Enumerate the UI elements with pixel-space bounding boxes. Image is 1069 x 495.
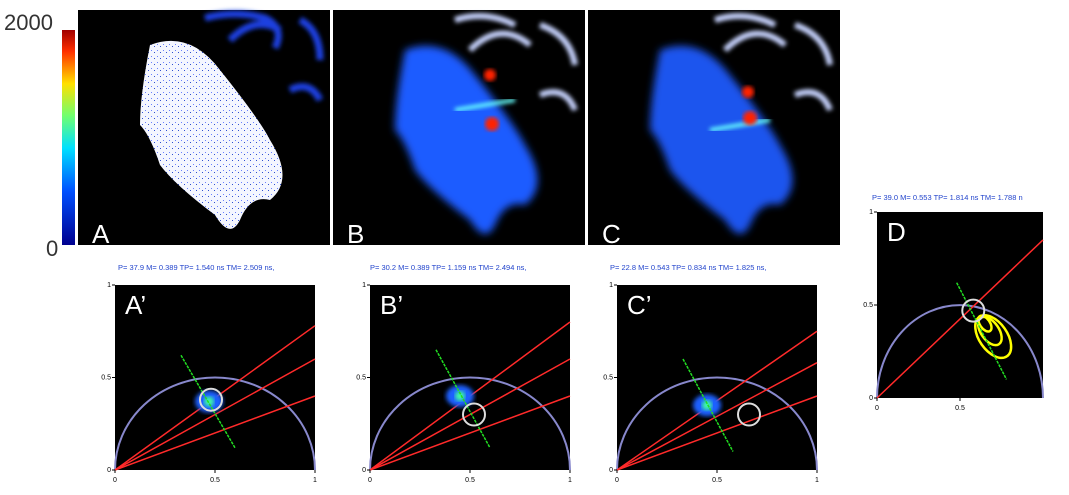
colorbar-max: 2000	[4, 10, 53, 35]
figure: 2000 0 A B C P= 37.9 M= 0.389 TP= 1.540 ns …	[0, 0, 1069, 495]
y-tick-label: 0	[869, 395, 873, 402]
image-b	[333, 10, 585, 245]
x-tick-label: 0.5	[712, 477, 722, 484]
y-tick-label: 0.5	[863, 302, 873, 309]
y-tick-label: 1	[609, 282, 613, 289]
y-tick-label: 0	[107, 467, 111, 474]
y-tick-label: 0	[362, 467, 366, 474]
y-tick-label: 1	[107, 282, 111, 289]
x-tick-label: 0	[368, 477, 372, 484]
x-tick-label: 0	[113, 477, 117, 484]
x-tick-label: 0.5	[210, 477, 220, 484]
x-tick-label: 0	[615, 477, 619, 484]
x-tick-label: 1	[568, 477, 572, 484]
phasor-header: P= 39.0 M= 0.553 TP= 1.814 ns TM= 1.788 …	[872, 193, 1023, 202]
panel-label: D	[887, 217, 906, 247]
phasor-header: P= 22.8 M= 0.543 TP= 0.834 ns TM= 1.825 …	[610, 263, 767, 272]
panel-label: C	[602, 219, 621, 249]
panel-label: A’	[125, 290, 146, 320]
colorbar	[62, 30, 75, 245]
panel-label: B	[347, 219, 364, 249]
y-tick-label: 0.5	[101, 374, 111, 381]
colorbar-min: 0	[46, 236, 58, 261]
y-tick-label: 0.5	[603, 374, 613, 381]
x-tick-label: 1	[313, 477, 317, 484]
panel-label: B’	[380, 290, 403, 320]
y-tick-label: 1	[362, 282, 366, 289]
panel-label: A	[92, 219, 110, 249]
phasor-header: P= 30.2 M= 0.389 TP= 1.159 ns TM= 2.494 …	[370, 263, 527, 272]
image-c	[588, 10, 840, 245]
x-tick-label: 0	[875, 405, 879, 412]
x-tick-label: 0.5	[465, 477, 475, 484]
panel-label: C’	[627, 290, 652, 320]
x-tick-label: 1	[815, 477, 819, 484]
x-tick-label: 0.5	[955, 405, 965, 412]
image-a	[78, 10, 330, 245]
y-tick-label: 1	[869, 209, 873, 216]
y-tick-label: 0.5	[356, 374, 366, 381]
phasor-header: P= 37.9 M= 0.389 TP= 1.540 ns TM= 2.509 …	[118, 263, 275, 272]
y-tick-label: 0	[609, 467, 613, 474]
